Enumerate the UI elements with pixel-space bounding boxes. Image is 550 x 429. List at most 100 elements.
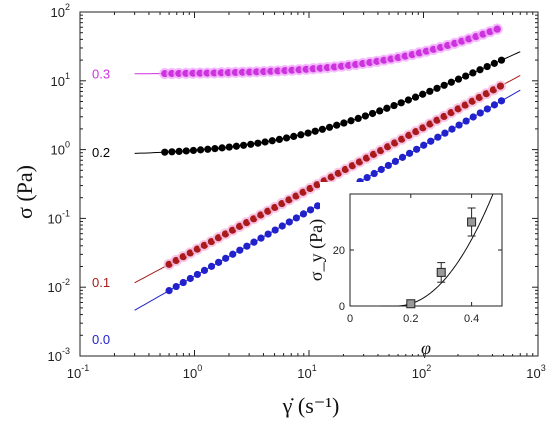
- data-point: [271, 203, 279, 212]
- data-point: [496, 82, 505, 90]
- inset-point: [406, 299, 416, 309]
- data-point: [433, 116, 441, 124]
- data-point: [461, 101, 469, 109]
- data-point: [161, 148, 169, 156]
- data-point: [193, 245, 201, 253]
- data-point: [419, 90, 427, 98]
- y-tick-label: 10-2: [48, 277, 70, 295]
- y-tick-label: 100: [51, 140, 70, 158]
- series-0.3: [134, 23, 503, 80]
- data-point: [235, 222, 244, 230]
- data-point: [398, 153, 407, 161]
- data-point: [207, 237, 215, 246]
- data-point: [497, 56, 506, 64]
- data-point: [482, 90, 490, 98]
- data-point: [215, 258, 223, 266]
- inset-x-axis-label: φ: [421, 338, 431, 358]
- data-point: [318, 125, 326, 133]
- data-point: [247, 140, 255, 148]
- data-point: [228, 226, 237, 234]
- data-point: [306, 206, 315, 214]
- data-point: [411, 93, 420, 101]
- data-point: [243, 218, 251, 227]
- data-point: [306, 184, 314, 193]
- data-point: [493, 25, 501, 33]
- data-point: [404, 96, 412, 104]
- data-point: [420, 141, 428, 149]
- data-point: [292, 192, 300, 200]
- data-point: [257, 211, 265, 219]
- data-point: [292, 214, 301, 222]
- data-point: [221, 230, 230, 238]
- data-point: [412, 127, 420, 136]
- data-point: [405, 131, 413, 139]
- x-tick-label: 102: [412, 363, 431, 381]
- data-point: [290, 132, 298, 141]
- data-point: [462, 117, 470, 125]
- data-point: [278, 222, 286, 230]
- data-point: [341, 165, 349, 174]
- data-point: [165, 286, 173, 295]
- inset-y-tick-label: 0: [339, 301, 345, 313]
- data-point: [179, 278, 187, 287]
- data-point: [476, 66, 484, 74]
- data-point: [165, 260, 173, 268]
- data-point: [325, 123, 334, 131]
- inset-x-tick-label: 0.4: [464, 313, 479, 325]
- data-point: [282, 134, 291, 142]
- data-point: [426, 87, 434, 95]
- data-point: [489, 86, 498, 94]
- data-point: [261, 138, 269, 146]
- inset-y-axis-label: σ_y (Pa): [306, 219, 327, 281]
- x-tick-label: 10-1: [67, 363, 89, 381]
- data-point: [218, 144, 226, 152]
- data-point: [200, 241, 208, 249]
- data-point: [314, 202, 322, 210]
- data-point: [239, 141, 248, 149]
- data-point: [200, 266, 209, 275]
- inset-x-tick-label: 0.2: [403, 313, 418, 325]
- data-point: [448, 125, 456, 133]
- data-point: [483, 105, 491, 113]
- data-point: [469, 69, 477, 77]
- data-point: [264, 207, 272, 215]
- y-tick-label: 10-1: [48, 208, 70, 226]
- data-point: [447, 109, 455, 117]
- data-point: [285, 196, 293, 204]
- data-point: [299, 210, 308, 218]
- data-point: [285, 218, 293, 226]
- data-point: [413, 145, 421, 153]
- inset-y-tick-label: 20: [333, 245, 345, 257]
- data-point: [419, 124, 427, 132]
- data-point: [490, 59, 498, 67]
- data-point: [440, 112, 448, 121]
- y-axis-label: σ (Pa): [12, 165, 37, 219]
- data-point: [354, 114, 362, 123]
- data-point: [172, 256, 180, 265]
- inset-x-tick-label: 0: [347, 313, 353, 325]
- data-point: [313, 181, 321, 189]
- data-point: [179, 253, 187, 261]
- data-point: [182, 147, 190, 155]
- data-point: [348, 162, 357, 170]
- data-point: [427, 137, 435, 145]
- data-point: [391, 139, 399, 147]
- data-point: [347, 117, 355, 125]
- data-point: [254, 139, 262, 147]
- x-tick-label: 103: [526, 363, 545, 381]
- data-point: [455, 121, 463, 129]
- data-point: [333, 121, 341, 129]
- data-point: [497, 97, 506, 105]
- series-label: 0.2: [92, 145, 110, 160]
- data-point: [297, 131, 305, 139]
- y-tick-label: 101: [51, 71, 70, 89]
- data-point: [377, 165, 385, 174]
- data-point: [398, 135, 406, 143]
- series-0.1: [134, 74, 521, 284]
- series-label: 0.1: [92, 275, 110, 290]
- series-label: 0.3: [92, 67, 110, 82]
- data-point: [304, 129, 312, 137]
- data-point: [440, 81, 448, 89]
